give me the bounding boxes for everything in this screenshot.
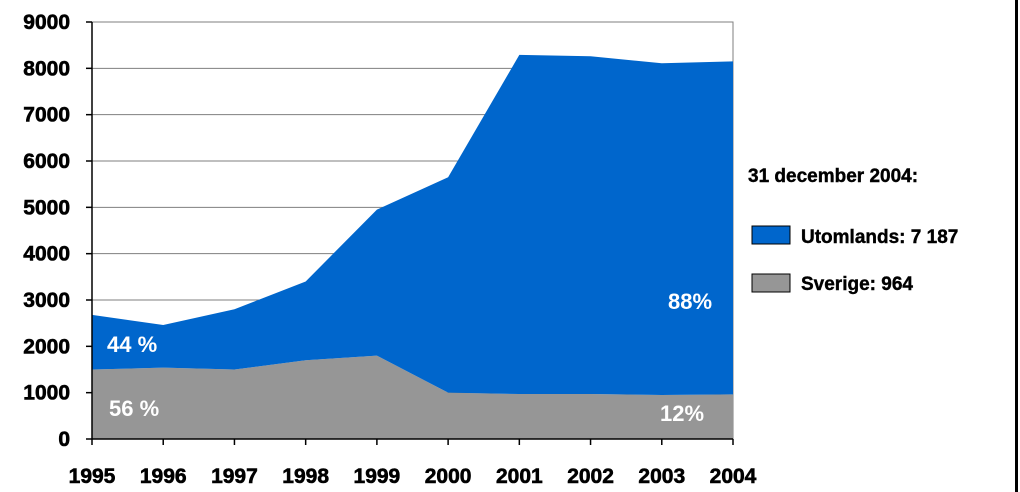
legend: 31 december 2004: Utomlands: 7 187 Sveri…: [748, 166, 959, 295]
y-tick-label-6000: 6000: [23, 150, 70, 173]
annotation-sverige-2004: 12%: [660, 401, 704, 426]
y-tick-label-5000: 5000: [23, 196, 70, 219]
x-tick-label-2004: 2004: [710, 465, 757, 488]
x-tick-label-1999: 1999: [354, 465, 401, 488]
x-tick-labels: 1995 1996 1997 1998 1999 2000 2001 2002 2003 2004: [68, 465, 757, 489]
y-tick-label-9000: 9000: [23, 11, 70, 34]
x-tick-label-1995: 1995: [69, 465, 116, 488]
area-series-sverige: [92, 355, 733, 439]
axes: [86, 21, 734, 445]
x-tick-label-2002: 2002: [567, 465, 614, 488]
y-tick-label-3000: 3000: [23, 289, 70, 312]
y-tick-label-8000: 8000: [23, 57, 70, 80]
y-tick-labels: 0 1000 2000 3000 4000 5000 6000 7000 8000 9000: [23, 11, 70, 452]
x-tick-label-1996: 1996: [140, 465, 187, 488]
y-tick-label-2000: 2000: [23, 335, 70, 358]
legend-swatch-sverige: [751, 273, 791, 293]
y-tick-label-7000: 7000: [23, 104, 70, 127]
x-tick-label-2001: 2001: [496, 465, 543, 488]
annotation-utomlands-2004: 88%: [668, 289, 712, 314]
legend-title: 31 december 2004:: [748, 166, 918, 187]
y-tick-label-1000: 1000: [23, 382, 70, 405]
x-tick-label-2003: 2003: [638, 465, 685, 488]
frame-border-line: [1015, 0, 1018, 492]
y-tick-label-0: 0: [58, 428, 70, 451]
y-tick-label-4000: 4000: [23, 243, 70, 266]
annotation-utomlands-1995: 44 %: [107, 332, 157, 357]
legend-label-utomlands: Utomlands: 7 187: [801, 227, 958, 248]
area-series-utomlands: [92, 54, 733, 395]
area-series-group: [92, 54, 733, 439]
x-tick-label-1998: 1998: [282, 465, 329, 488]
x-tick-label-2000: 2000: [425, 465, 472, 488]
legend-label-sverige: Sverige: 964: [801, 274, 913, 295]
annotation-sverige-1995: 56 %: [109, 396, 159, 421]
legend-swatch-utomlands: [751, 225, 791, 245]
x-tick-label-1997: 1997: [211, 465, 258, 488]
